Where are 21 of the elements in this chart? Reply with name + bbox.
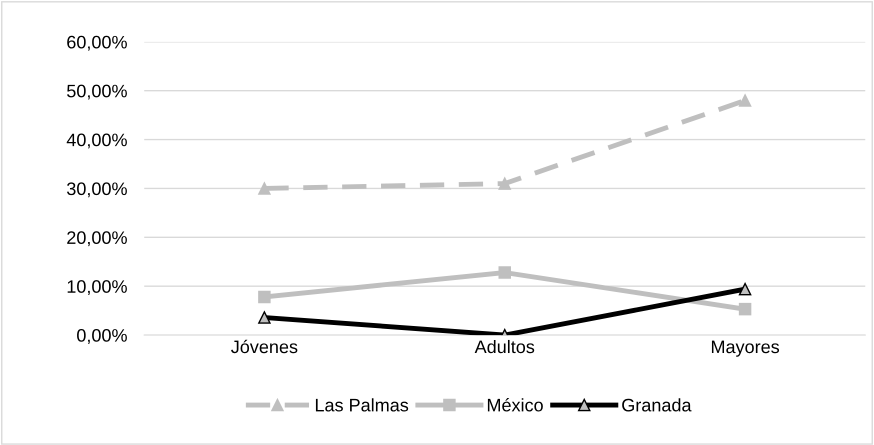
- point: [738, 94, 752, 107]
- y-tick-label: 20,00%: [67, 231, 127, 246]
- legend-label: México: [488, 398, 543, 412]
- y-tick-label: 10,00%: [68, 280, 127, 296]
- point: [258, 290, 271, 304]
- point: [738, 282, 752, 296]
- legend-label: Granada: [622, 398, 692, 412]
- y-tick-label: 30,00%: [67, 182, 127, 198]
- point: [498, 177, 511, 190]
- y-tick-label: 0,00%: [77, 329, 127, 344]
- point: [738, 302, 752, 316]
- legend-label: Las Palmas: [316, 398, 408, 412]
- x-tick-label: Adultos: [474, 340, 534, 354]
- y-tick-label: 60,00%: [67, 36, 127, 51]
- point: [258, 311, 271, 324]
- x-tick-label: Jóvenes: [231, 340, 298, 354]
- point: [258, 182, 271, 195]
- x-tick-label: Mayores: [712, 340, 780, 357]
- point: [498, 266, 511, 279]
- y-tick-label: 40,00%: [66, 134, 127, 148]
- y-tick-label: 50,00%: [67, 84, 127, 100]
